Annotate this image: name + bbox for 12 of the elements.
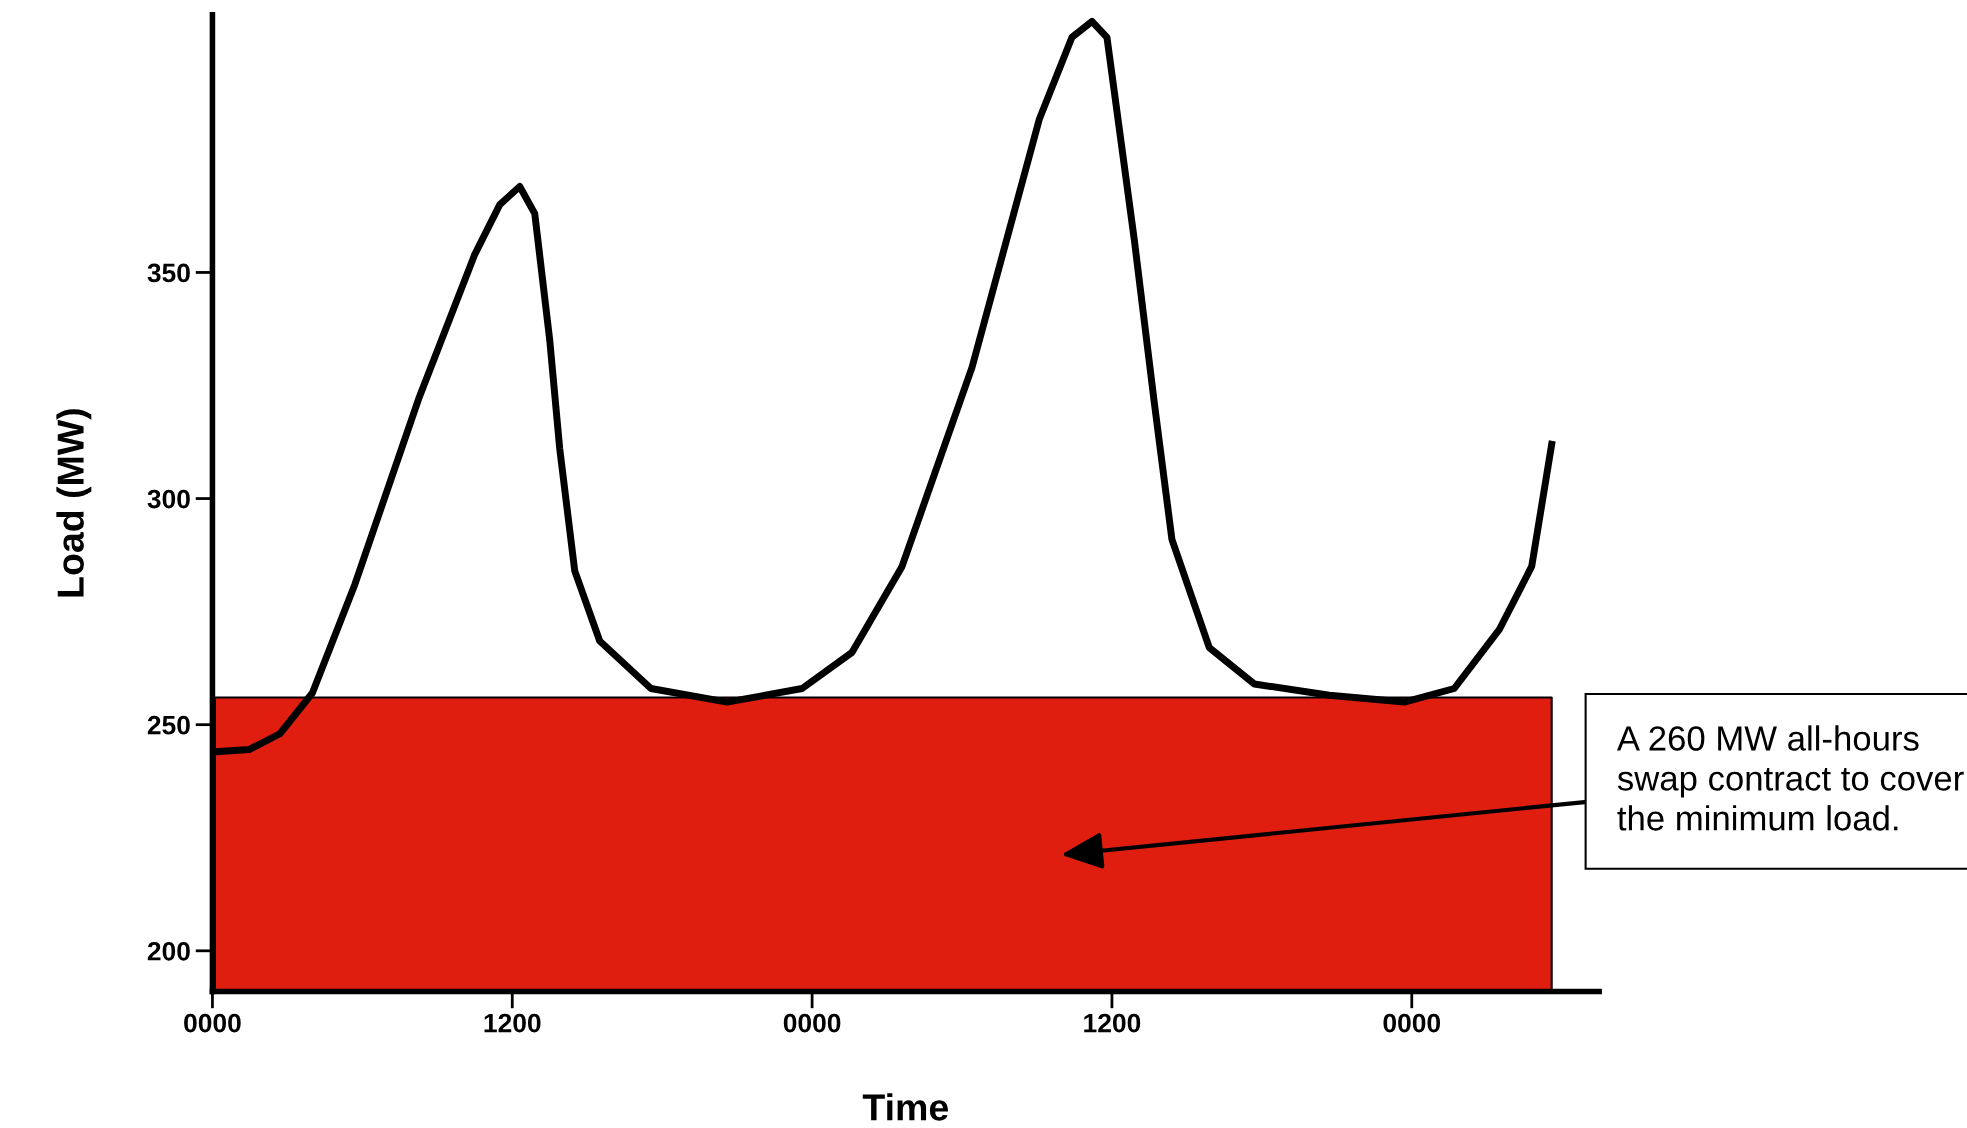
x-axis-title: Time (862, 1093, 948, 1121)
y-tick-label: 250 (147, 715, 190, 735)
y-tick-label: 300 (147, 489, 190, 509)
text: A 260 MW all-hours swap contract to cover the minimum load. (1616, 725, 1964, 831)
y-axis-title: Load (MW) (56, 409, 92, 597)
y-tick-label: 200 (147, 941, 190, 961)
x-tick-label: 0000 (783, 1013, 841, 1033)
x-tick-label: 0000 (1383, 1013, 1441, 1033)
x-tick-label: 1200 (1084, 1013, 1141, 1033)
x-tick-label: 0000 (184, 1013, 241, 1033)
y-tick-label: 350 (147, 263, 190, 283)
x-tick-label: 1200 (484, 1013, 541, 1033)
